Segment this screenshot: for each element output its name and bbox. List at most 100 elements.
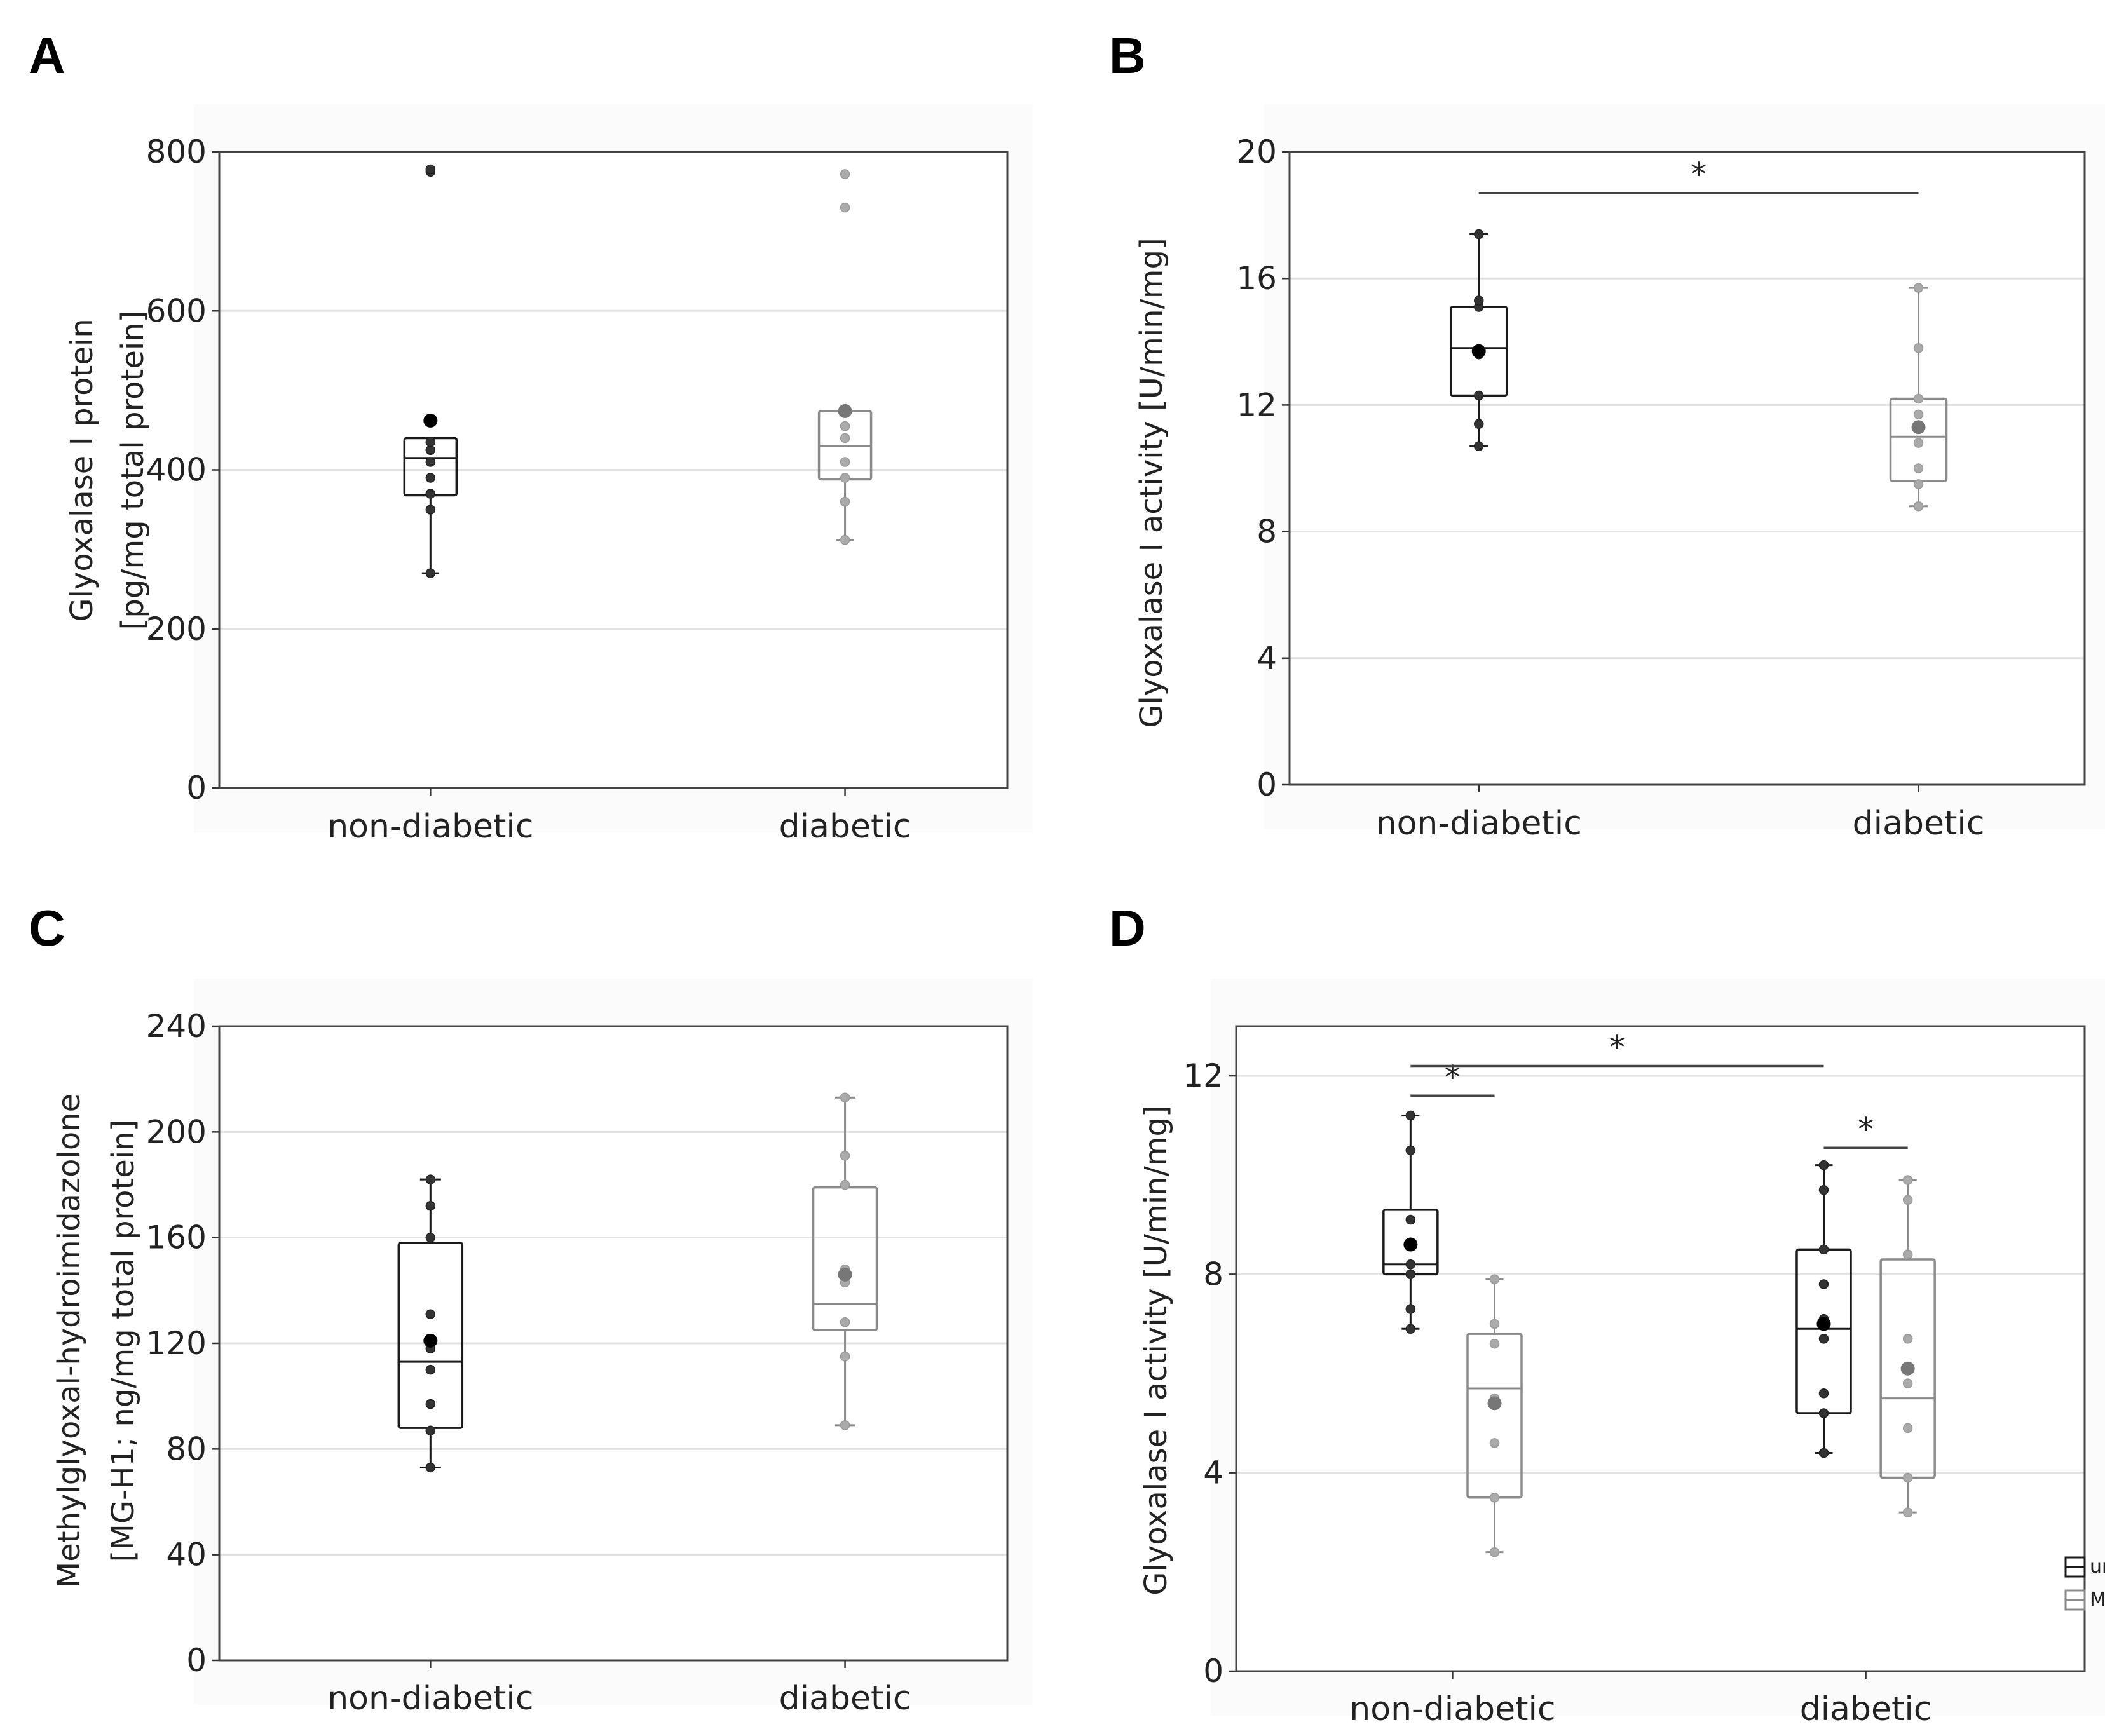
significance-star: * — [1609, 1029, 1625, 1066]
mean-marker — [1816, 1317, 1831, 1331]
data-point — [840, 421, 850, 431]
data-point — [1902, 1423, 1913, 1434]
y-tick-label: 400 — [146, 452, 207, 489]
data-point — [1913, 283, 1924, 293]
mean-marker — [1403, 1237, 1418, 1252]
data-point — [1818, 1334, 1829, 1344]
significance-star: * — [1691, 156, 1706, 193]
data-point — [1902, 1378, 1913, 1388]
data-point — [1913, 438, 1924, 448]
y-axis-label: Glyoxalase I activity [U/min/mg] — [1134, 238, 1169, 728]
panel-d: D 0 4 8 12 non-diabetic diabetic Glyoxalase I a… — [1109, 900, 2105, 1728]
significance-bracket: * — [1410, 1029, 1824, 1068]
data-point — [1818, 1160, 1829, 1170]
box-non-diabetic-untreated — [403, 164, 458, 578]
data-point — [1913, 479, 1924, 489]
mean-marker — [1911, 420, 1926, 435]
data-point — [1902, 1507, 1913, 1517]
data-point — [1913, 463, 1924, 473]
y-axis-label: [pg/mg total protein] — [115, 311, 151, 630]
x-category-label: diabetic — [779, 1679, 911, 1718]
data-point — [1818, 1388, 1829, 1399]
data-point — [1818, 1244, 1829, 1255]
data-point — [1818, 1184, 1829, 1195]
data-point — [425, 1364, 436, 1375]
significance-bracket: * — [1823, 1111, 1908, 1149]
data-point — [840, 169, 850, 179]
panel-c: C 0 40 80 120 160 200 240 non-diabetic diabetic Me… — [29, 900, 1033, 1718]
data-point — [1818, 1408, 1829, 1418]
y-tick-label: 0 — [1203, 1653, 1223, 1690]
mean-marker — [838, 403, 852, 418]
plot-frame — [1235, 1025, 2086, 1672]
significance-star: * — [1445, 1059, 1461, 1095]
y-tick-label: 160 — [146, 1219, 207, 1256]
data-point — [425, 505, 436, 515]
y-tick-label: 800 — [146, 133, 207, 170]
y-tick-label: 40 — [166, 1536, 207, 1573]
x-category-label: non-diabetic — [327, 808, 533, 846]
panel-letter: B — [1109, 27, 1146, 84]
legend-label: untreated — [2090, 1556, 2105, 1578]
data-point — [425, 1399, 436, 1409]
data-point — [840, 1179, 850, 1190]
box-diabetic-untreated — [817, 169, 873, 545]
y-axis-label: Glyoxalase I protein — [64, 318, 100, 621]
plot-frame — [218, 151, 1009, 789]
data-point — [425, 437, 436, 447]
panel-letter: D — [1109, 900, 1146, 956]
y-axis-label: [MG-H1; ng/mg total protein] — [106, 1120, 141, 1563]
data-point — [1473, 390, 1484, 401]
y-tick-label: 8 — [1203, 1256, 1223, 1292]
box-non-diabetic-untreated — [397, 1174, 464, 1473]
significance-star: * — [1858, 1111, 1874, 1148]
data-point — [1473, 441, 1484, 451]
plot-frame — [1288, 151, 2086, 786]
data-point — [1489, 1438, 1500, 1448]
y-tick-label: 8 — [1257, 513, 1277, 550]
data-point — [425, 164, 436, 175]
y-tick-label: 0 — [186, 770, 207, 806]
data-point — [840, 1420, 850, 1430]
data-point — [1405, 1145, 1416, 1155]
data-point — [425, 1174, 436, 1184]
data-point — [425, 568, 436, 578]
box-diabetic-untreated — [1795, 1160, 1852, 1458]
data-point — [1405, 1214, 1416, 1225]
mean-marker — [423, 413, 438, 428]
data-point — [425, 1232, 436, 1243]
y-tick-label: 120 — [146, 1325, 207, 1362]
y-tick-label: 12 — [1183, 1057, 1223, 1094]
data-point — [1489, 1547, 1500, 1557]
data-point — [425, 1309, 436, 1320]
data-point — [425, 1462, 436, 1473]
data-point — [1489, 1338, 1500, 1349]
data-point — [1902, 1472, 1913, 1483]
data-point — [1473, 295, 1484, 306]
x-category-label: non-diabetic — [1349, 1690, 1555, 1728]
data-point — [425, 1201, 436, 1211]
data-point — [1902, 1334, 1913, 1344]
data-point — [840, 202, 850, 213]
y-tick-label: 0 — [186, 1642, 207, 1679]
data-point — [1902, 1175, 1913, 1185]
y-tick-label: 4 — [1257, 640, 1277, 677]
data-point — [1913, 393, 1924, 404]
box-diabetic-untreated — [1889, 283, 1948, 512]
significance-bracket: * — [1478, 156, 1919, 194]
panel-letter: C — [29, 900, 65, 956]
panel-a: A 0 200 400 600 800 non-diabetic diabetic Glyoxa… — [29, 27, 1033, 846]
data-point — [1818, 1448, 1829, 1458]
y-tick-label: 0 — [1257, 766, 1277, 803]
y-tick-label: 12 — [1236, 386, 1277, 423]
y-tick-label: 16 — [1236, 260, 1277, 297]
plot-area — [1236, 1026, 2085, 1671]
data-point — [840, 1317, 850, 1327]
mean-marker — [1487, 1396, 1502, 1411]
data-point — [1902, 1195, 1913, 1205]
data-point — [1489, 1274, 1500, 1284]
mean-marker — [1900, 1361, 1915, 1376]
data-point — [840, 1151, 850, 1161]
